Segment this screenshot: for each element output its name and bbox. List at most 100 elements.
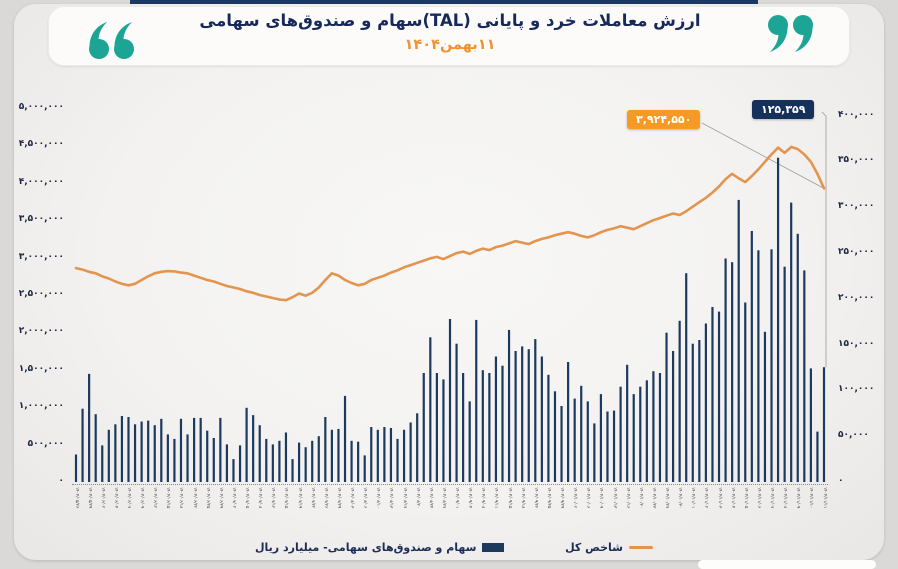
x-axis-date-label: ۱۴۰۴/۰۶/۲۵ [204,487,210,509]
axis-tick-label: ۴,۰۰۰,۰۰۰ [18,176,64,187]
x-axis-date-label: ۱۴۰۴/۰۷/۰۲ [230,487,236,509]
legend-item-bars: سهام و صندوق‌های سهامی- میلیارد ریال [255,540,505,554]
opening-quote-icon [88,22,142,60]
x-axis-labels: ۱۴۰۴/۰۵/۲۶ ۱۴۰۴/۰۵/۲۹ ۱۴۰۴/۰۶/۰۲ ۱۴۰۴/۰۶/۰۴… [72,484,828,527]
legend-bar-swatch [482,542,505,552]
axis-tick-label: ۲,۰۰۰,۰۰۰ [18,326,64,337]
bar-value-callout: ۱۲۵,۳۵۹ [752,100,815,119]
x-axis-date-label: ۱۴۰۴/۱۰/۰۹ [598,487,604,509]
axis-tick-label: ۳,۰۰۰,۰۰۰ [18,251,64,262]
x-axis-date-label: ۱۴۰۴/۰۸/۰۶ [362,487,368,509]
x-axis-date-label: ۱۴۰۴/۱۰/۲۷ [664,487,670,509]
legend-line-label: شاخص کل [565,540,623,554]
y-axis-left: ۵,۰۰۰,۰۰۰ ۴,۵۰۰,۰۰۰ ۴,۰۰۰,۰۰۰ ۳,۵۰۰,۰۰۰ ۳,۰۰… [12,0,64,569]
x-axis-date-label: ۱۴۰۴/۰۶/۰۴ [112,487,118,509]
x-axis-date-label: ۱۴۰۴/۰۶/۰۹ [139,487,145,509]
axis-tick-label: ۲۰۰,۰۰۰ [838,292,875,303]
x-axis-date-label: ۱۴۰۴/۰۷/۰۵ [244,487,250,509]
x-axis-date-label: ۱۴۰۴/۱۰/۲۰ [637,487,643,509]
chart-title: ارزش معاملات خرد و پایانی (TAL)سهام و صن… [199,11,701,30]
x-axis-date-label: ۱۴۰۴/۱۱/۰۲ [703,487,709,509]
x-axis-date-label: ۱۴۰۴/۰۹/۱۱ [493,487,499,509]
x-axis-date-label: ۱۴۰۴/۱۱/۰۶ [755,487,761,509]
x-axis-date-label: ۱۴۰۴/۰۶/۲۹ [217,487,223,509]
x-axis-date-label: ۱۴۰۴/۰۸/۱۷ [401,487,407,509]
x-axis-date-label: ۱۴۰۴/۱۱/۰۵ [742,487,748,509]
x-axis-date-label: ۱۴۰۴/۰۹/۰۴ [467,487,473,509]
x-axis-date-label: ۱۴۰۴/۰۸/۰۳ [349,487,355,509]
axis-tick-label: ۳۰۰,۰۰۰ [838,201,875,212]
bars-series [74,157,826,482]
x-axis-date-label: ۱۴۰۴/۰۷/۲۲ [309,487,315,509]
x-axis-date-label: ۱۴۰۴/۱۰/۰۲ [572,487,578,509]
axis-tick-label: ۰ [58,476,65,486]
x-axis-date-label: ۱۴۰۴/۰۸/۱۰ [375,487,381,509]
bar-callout-leader [821,111,827,368]
x-axis-date-label: ۱۴۰۴/۰۸/۲۰ [414,487,420,509]
index-line [74,145,826,302]
x-axis-date-label: ۱۴۰۴/۱۱/۰۷ [769,487,774,509]
x-axis-date-label: ۱۴۰۴/۱۰/۳۰ [677,487,683,509]
legend: شاخص کل سهام و صندوق‌های سهامی- میلیارد … [255,538,653,556]
x-axis-date-label: ۱۴۰۴/۰۷/۲۶ [322,487,328,509]
x-axis-date-label: ۱۴۰۴/۰۸/۲۷ [440,487,446,509]
x-axis-date-label: ۱۴۰۴/۱۱/۰۸ [782,487,788,509]
axis-tick-label: ۵۰,۰۰۰ [838,430,869,441]
x-axis-date-label: ۱۴۰۴/۱۱/۰۱ [690,487,696,509]
x-axis-date-label: ۱۴۰۴/۰۶/۱۲ [152,487,158,509]
legend-item-line: شاخص کل [565,541,653,554]
chart-canvas [74,111,827,482]
x-axis-date-label: ۱۴۰۴/۰۹/۲۲ [532,487,538,509]
x-axis-date-label: ۱۴۰۴/۰۸/۲۴ [427,487,433,509]
header-card [48,6,850,66]
top-navy-strip [130,0,758,4]
x-axis-date-label: ۱۴۰۴/۰۹/۱۵ [506,487,512,509]
axis-tick-label: ۲۵۰,۰۰۰ [838,247,875,257]
x-axis-date-label: ۱۴۰۴/۰۹/۱۸ [519,487,525,509]
axis-tick-label: ۲,۵۰۰,۰۰۰ [18,289,64,299]
x-axis-date-label: ۱۴۰۴/۱۱/۱۰ [808,487,814,509]
bottom-tab [698,560,876,569]
line-callout-leader [701,122,825,189]
line-value-callout: ۳,۹۲۴,۵۵۰ [627,110,701,129]
x-axis-date-label: ۱۴۰۴/۰۵/۲۶ [73,487,79,509]
x-axis-date-label: ۱۴۰۴/۰۵/۲۹ [86,487,92,509]
x-axis-date-label: ۱۴۰۴/۰۷/۰۸ [257,487,263,509]
x-axis-date-label: ۱۴۰۴/۱۰/۰۶ [585,487,591,509]
closing-quote-icon [760,14,814,52]
x-axis-date-label: ۱۴۰۴/۱۱/۰۳ [716,487,722,509]
x-axis-date-label: ۱۴۰۴/۰۹/۰۱ [454,487,460,509]
x-axis-date-label: ۱۴۰۴/۰۷/۲۹ [335,487,341,509]
axis-tick-label: ۰ [838,476,844,486]
x-axis-date-label: ۱۴۰۴/۰۷/۱۹ [296,487,302,509]
axis-tick-label: ۵۰۰,۰۰۰ [27,438,64,449]
axis-tick-label: ۳۵۰,۰۰۰ [838,155,875,166]
x-axis-date-label: ۱۴۰۴/۰۷/۱۵ [283,487,289,509]
axis-tick-label: ۱۵۰,۰۰۰ [838,338,875,349]
x-axis-date-label: ۱۴۰۴/۱۰/۲۳ [650,487,656,509]
axis-tick-label: ۳,۵۰۰,۰۰۰ [18,214,64,225]
axis-tick-label: ۱,۰۰۰,۰۰۰ [18,401,64,412]
axis-tick-label: ۵,۰۰۰,۰۰۰ [18,102,64,112]
x-axis-date-label: ۱۴۰۴/۱۰/۱۶ [624,487,630,509]
x-axis-date-label: ۱۴۰۴/۰۶/۱۸ [178,487,184,509]
x-axis-date-label: ۱۴۰۴/۰۹/۲۹ [559,487,565,509]
x-axis-date-label: ۱۴۰۴/۱۰/۱۳ [611,487,617,509]
legend-line-swatch [629,545,653,549]
x-axis-date-label: ۱۴۰۴/۰۹/۰۸ [480,487,486,509]
x-axis-date-label: ۱۴۰۴/۱۱/۰۹ [795,487,801,509]
x-axis-date-label: ۱۴۰۴/۰۶/۰۷ [125,487,131,509]
x-axis-date-label: ۱۴۰۴/۰۶/۱۵ [165,487,171,509]
x-axis-date-label: ۱۴۰۴/۰۸/۱۳ [388,487,394,509]
legend-bar-label: سهام و صندوق‌های سهامی- میلیارد ریال [255,540,477,554]
x-axis-date-label: ۱۴۰۴/۱۱/۰۴ [729,487,735,509]
x-axis-date-label: ۱۴۰۴/۰۹/۲۵ [545,487,551,509]
x-axis-date-label: ۱۴۰۴/۰۶/۲۲ [191,487,197,509]
axis-tick-label: ۱,۵۰۰,۰۰۰ [18,363,64,374]
axis-tick-label: ۴,۵۰۰,۰۰۰ [18,139,64,150]
y-axis-right: ۴۰۰,۰۰۰ ۳۵۰,۰۰۰ ۳۰۰,۰۰۰ ۲۵۰,۰۰۰ ۲۰۰,۰۰۰ ۱۵۰,۰… [838,0,892,569]
axis-tick-label: ۱۰۰,۰۰۰ [838,384,875,395]
x-axis-date-label: ۱۴۰۴/۱۱/۱۱ [821,487,827,509]
axis-tick-label: ۴۰۰,۰۰۰ [838,109,875,120]
